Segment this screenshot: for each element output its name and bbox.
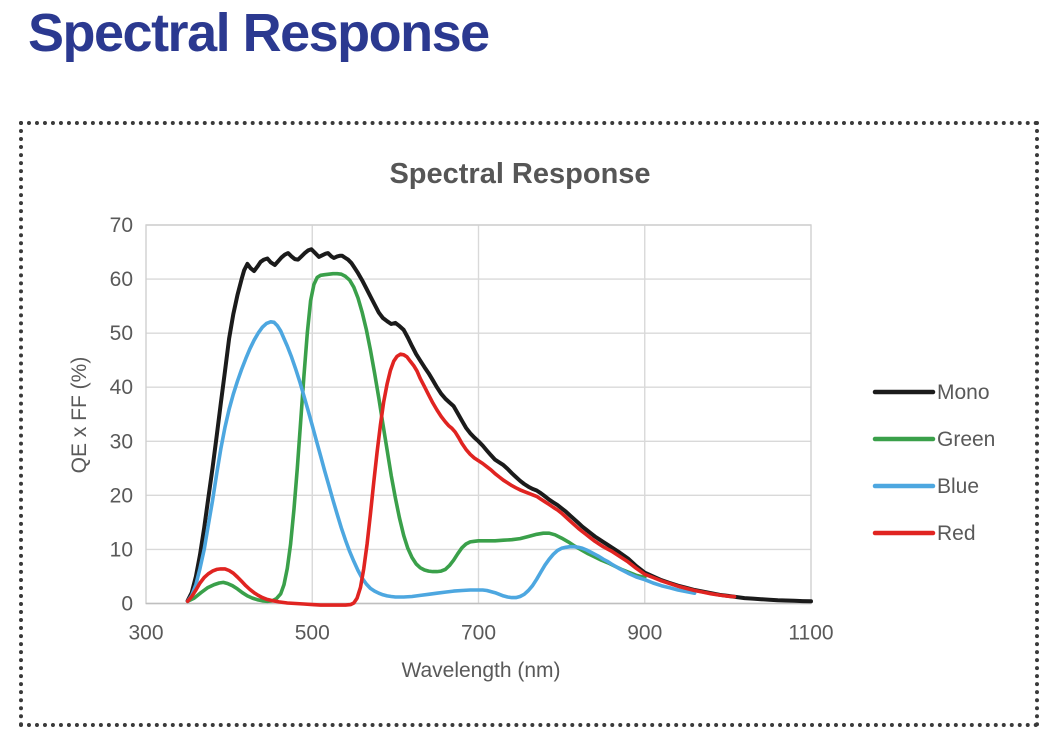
y-tick-label-50: 50 xyxy=(110,322,133,345)
y-tick-label-70: 70 xyxy=(110,214,133,237)
legend-label-green: Green xyxy=(937,428,995,451)
spectral-response-chart: 300 500 700 900 1100 0 10 20 30 40 50 60 70 Spectral … xyxy=(68,158,995,682)
x-tick-label-300: 300 xyxy=(128,622,163,645)
legend-label-blue: Blue xyxy=(937,475,979,498)
series-line-red xyxy=(185,352,737,607)
y-tick-label-40: 40 xyxy=(110,376,133,399)
x-tick-label-1100: 1100 xyxy=(788,622,833,645)
series-line-green xyxy=(185,271,647,604)
series-line-blue xyxy=(185,320,697,604)
chart-title: Spectral Response xyxy=(389,158,650,190)
y-axis-title: QE x FF (%) xyxy=(68,357,91,474)
page-title: Spectral Response xyxy=(28,3,490,63)
x-tick-label-900: 900 xyxy=(627,622,662,645)
y-tick-label-20: 20 xyxy=(110,484,133,507)
x-tick-label-700: 700 xyxy=(461,622,496,645)
y-tick-label-60: 60 xyxy=(110,268,133,291)
x-axis-title: Wavelength (nm) xyxy=(401,659,560,682)
y-tick-label-0: 0 xyxy=(121,593,133,616)
x-tick-label-500: 500 xyxy=(295,622,330,645)
y-tick-label-30: 30 xyxy=(110,430,133,453)
figure-dotted-border: 300 500 700 900 1100 0 10 20 30 40 50 60 70 Spectral … xyxy=(19,121,1039,727)
legend-label-mono: Mono xyxy=(937,381,990,404)
legend-label-red: Red xyxy=(937,522,976,545)
y-tick-label-10: 10 xyxy=(110,538,133,561)
series-line-mono xyxy=(185,247,813,604)
